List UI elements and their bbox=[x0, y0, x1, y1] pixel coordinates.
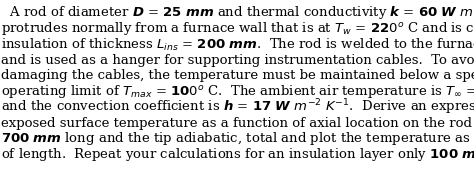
Text: exposed surface temperature as a function of axial location on the rod if it is: exposed surface temperature as a functio… bbox=[1, 117, 474, 130]
Text: protrudes normally from a furnace wall that is at $\boldsymbol{T_w}$ = $\boldsym: protrudes normally from a furnace wall t… bbox=[1, 20, 474, 37]
Text: $\boldsymbol{700}$ $\boldsymbol{mm}$ long and the tip adiabatic, total and plot : $\boldsymbol{700}$ $\boldsymbol{mm}$ lon… bbox=[1, 130, 474, 147]
Text: insulation of thickness $\boldsymbol{L_{ins}}$ = $\boldsymbol{200}$ $\boldsymbol: insulation of thickness $\boldsymbol{L_{… bbox=[1, 37, 474, 53]
Text: of length.  Repeat your calculations for an insulation layer only $\boldsymbol{1: of length. Repeat your calculations for … bbox=[1, 146, 474, 163]
Text: and the convection coefficient is $\boldsymbol{h}$ = $\boldsymbol{17}$ $\boldsym: and the convection coefficient is $\bold… bbox=[1, 98, 474, 117]
Text: damaging the cables, the temperature must be maintained below a specified: damaging the cables, the temperature mus… bbox=[1, 70, 474, 82]
Text: and is used as a hanger for supporting instrumentation cables.  To avoid: and is used as a hanger for supporting i… bbox=[1, 54, 474, 67]
Text: operating limit of $\boldsymbol{T_{max}}$ = $\boldsymbol{100^o}$ C.  The ambient: operating limit of $\boldsymbol{T_{max}}… bbox=[1, 83, 474, 100]
Text: A rod of diameter $\boldsymbol{D}$ = $\boldsymbol{25}$ $\boldsymbol{mm}$ and the: A rod of diameter $\boldsymbol{D}$ = $\b… bbox=[1, 3, 474, 23]
